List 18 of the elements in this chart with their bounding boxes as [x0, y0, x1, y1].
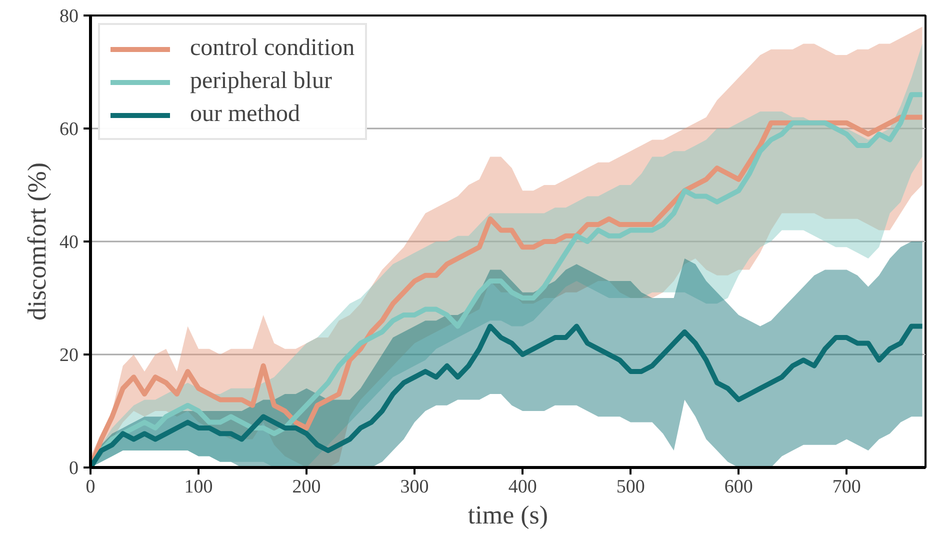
y-axis-title: discomfort (%): [22, 162, 52, 321]
x-tick-label: 100: [184, 476, 213, 498]
x-tick-label: 0: [86, 476, 96, 498]
y-tick-label: 20: [60, 345, 78, 366]
x-tick-label: 300: [400, 476, 429, 498]
y-tick-label: 60: [60, 119, 78, 140]
legend-label: control condition: [190, 35, 355, 62]
legend-label: peripheral blur: [190, 68, 332, 95]
y-tick-label: 40: [60, 232, 78, 253]
y-tick-label: 0: [69, 458, 78, 479]
y-tick-label: 80: [60, 6, 78, 27]
x-tick-label: 400: [508, 476, 537, 498]
x-tick-label: 200: [292, 476, 321, 498]
x-axis-title: time (s): [468, 500, 548, 530]
legend-label: our method: [190, 101, 300, 128]
x-tick-label: 600: [724, 476, 753, 498]
x-tick-label: 500: [616, 476, 645, 498]
x-tick-label: 700: [832, 476, 861, 498]
